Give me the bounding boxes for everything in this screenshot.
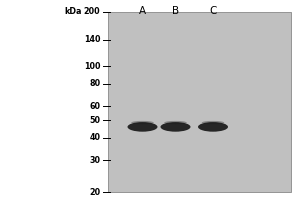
Text: 140: 140 [84, 35, 101, 44]
Ellipse shape [202, 121, 224, 124]
Ellipse shape [131, 121, 154, 124]
Text: A: A [139, 6, 146, 16]
Text: 20: 20 [89, 188, 100, 196]
Text: kDa: kDa [65, 7, 82, 17]
Ellipse shape [164, 121, 187, 124]
Text: 200: 200 [84, 7, 101, 17]
Ellipse shape [160, 122, 190, 132]
Text: 60: 60 [89, 102, 100, 111]
Bar [108, 12, 291, 192]
Text: 30: 30 [89, 156, 100, 165]
Text: 100: 100 [84, 62, 101, 71]
Text: 40: 40 [89, 133, 100, 142]
Text: C: C [209, 6, 217, 16]
Ellipse shape [128, 122, 158, 132]
Text: 50: 50 [89, 116, 100, 125]
Text: 80: 80 [89, 79, 100, 88]
Text: B: B [172, 6, 179, 16]
Ellipse shape [198, 122, 228, 132]
